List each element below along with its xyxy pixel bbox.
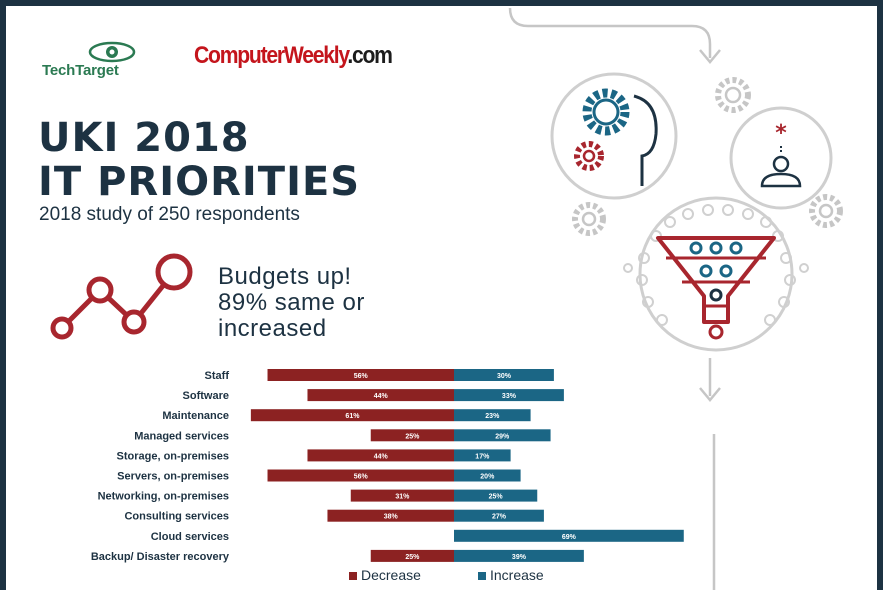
trend-line-icon bbox=[50, 253, 193, 340]
increase-bar bbox=[454, 429, 551, 442]
computerweekly-logo-suffix: .com bbox=[347, 42, 393, 69]
chart-legend: Decrease Increase bbox=[349, 567, 544, 583]
increase-bar bbox=[454, 469, 521, 482]
flow-arrow-icon bbox=[508, 7, 721, 590]
increase-value-label: 25% bbox=[489, 494, 504, 501]
increase-value-label: 23% bbox=[485, 413, 500, 420]
techtarget-logo-text: TechTarget bbox=[42, 62, 119, 79]
decrease-value-label: 56% bbox=[354, 474, 369, 481]
decrease-bar bbox=[327, 509, 454, 522]
increase-value-label: 20% bbox=[480, 474, 495, 481]
decrease-value-label: 25% bbox=[405, 554, 420, 561]
decrease-value-label: 38% bbox=[384, 514, 399, 521]
decrease-value-label: 25% bbox=[405, 433, 420, 440]
headline-line-3: increased bbox=[218, 315, 327, 342]
decrease-bar bbox=[370, 429, 454, 442]
category-label: Servers, on-premises bbox=[117, 471, 229, 483]
headline-line-2: 89% same or bbox=[218, 289, 365, 316]
title-line-2: IT PRIORITIES bbox=[38, 159, 361, 205]
category-label: Backup/ Disaster recovery bbox=[91, 551, 230, 563]
decrease-value-label: 56% bbox=[354, 373, 369, 380]
decrease-value-label: 44% bbox=[374, 393, 389, 400]
computerweekly-logo-main: ComputerWeekly bbox=[194, 42, 349, 69]
increase-bar bbox=[454, 409, 531, 422]
decrease-bar bbox=[307, 449, 454, 462]
eye-icon bbox=[88, 41, 136, 63]
subtitle: 2018 study of 250 respondents bbox=[39, 204, 300, 225]
decrease-bar bbox=[307, 389, 454, 402]
legend-label-decrease: Decrease bbox=[361, 567, 421, 583]
category-label: Maintenance bbox=[162, 410, 229, 422]
decrease-bar bbox=[370, 549, 454, 562]
headline-line-1: Budgets up! bbox=[218, 263, 352, 290]
category-label: Networking, on-premises bbox=[98, 491, 229, 503]
page-title: UKI 2018 IT PRIORITIES bbox=[38, 116, 360, 204]
increase-bar bbox=[454, 449, 511, 462]
increase-value-label: 29% bbox=[495, 433, 510, 440]
svg-text:*: * bbox=[775, 121, 787, 146]
legend-swatch-increase bbox=[478, 572, 486, 580]
increase-bar bbox=[454, 389, 564, 402]
gear-icon bbox=[572, 77, 843, 236]
decrease-bar bbox=[267, 369, 454, 381]
computerweekly-logo: ComputerWeekly.com bbox=[194, 42, 393, 70]
headline-text: Budgets up! 89% same or increased bbox=[218, 264, 365, 342]
increase-value-label: 39% bbox=[512, 554, 527, 561]
category-label: Staff bbox=[205, 370, 230, 382]
category-label: Cloud services bbox=[151, 531, 229, 543]
techtarget-logo: TechTarget bbox=[42, 40, 152, 82]
increase-bar bbox=[454, 529, 684, 542]
increase-value-label: 30% bbox=[497, 373, 512, 380]
decrease-bar bbox=[267, 469, 454, 482]
category-label: Managed services bbox=[134, 430, 229, 442]
title-line-1: UKI 2018 bbox=[38, 115, 250, 161]
funnel-circle bbox=[623, 196, 809, 352]
decrease-value-label: 31% bbox=[395, 494, 410, 501]
legend-swatch-decrease bbox=[349, 572, 357, 580]
decrease-value-label: 61% bbox=[345, 413, 360, 420]
increase-value-label: 33% bbox=[502, 393, 517, 400]
category-label: Software bbox=[183, 390, 229, 402]
illustration: * bbox=[508, 7, 843, 590]
category-label: Consulting services bbox=[124, 511, 229, 523]
increase-value-label: 27% bbox=[492, 514, 507, 521]
legend-label-increase: Increase bbox=[490, 567, 544, 583]
increase-bar bbox=[454, 549, 584, 562]
category-label: Storage, on-premises bbox=[117, 450, 229, 462]
decrease-bar bbox=[250, 409, 454, 422]
infographic-page: TechTarget ComputerWeekly.com UKI 2018 I… bbox=[6, 6, 877, 590]
decrease-bar bbox=[350, 489, 454, 502]
person-gears-circle bbox=[550, 72, 678, 200]
increase-value-label: 69% bbox=[562, 534, 577, 541]
increase-value-label: 17% bbox=[475, 453, 490, 460]
increase-bar bbox=[454, 509, 544, 522]
decrease-value-label: 44% bbox=[374, 453, 389, 460]
idea-person-circle: * bbox=[729, 106, 833, 210]
increase-bar bbox=[454, 369, 554, 381]
priorities-bar-chart: Staff 56% 30% Software 44% 33% Maintenance 61% 2… bbox=[91, 369, 684, 583]
increase-bar bbox=[454, 489, 538, 502]
